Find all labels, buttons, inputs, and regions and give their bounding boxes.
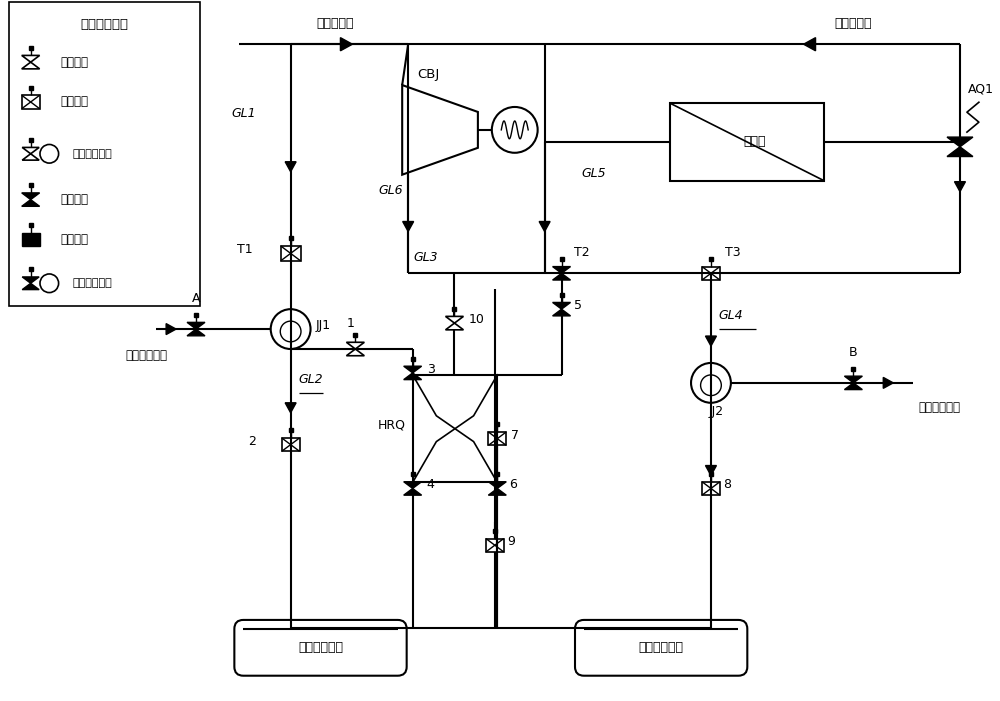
Polygon shape bbox=[804, 38, 816, 50]
Text: GL1: GL1 bbox=[231, 107, 256, 120]
Polygon shape bbox=[883, 377, 893, 388]
Text: GL2: GL2 bbox=[299, 373, 323, 386]
Text: T2: T2 bbox=[574, 246, 589, 259]
Text: GL4: GL4 bbox=[719, 309, 744, 322]
Text: 6: 6 bbox=[509, 479, 517, 491]
Polygon shape bbox=[404, 482, 422, 489]
Text: 截止阀开: 截止阀开 bbox=[61, 55, 89, 69]
Polygon shape bbox=[22, 233, 40, 246]
Polygon shape bbox=[22, 193, 40, 200]
Polygon shape bbox=[705, 465, 716, 475]
Text: B: B bbox=[849, 346, 858, 359]
Polygon shape bbox=[947, 137, 973, 147]
Polygon shape bbox=[166, 324, 176, 334]
Polygon shape bbox=[403, 222, 414, 231]
Text: 10: 10 bbox=[468, 313, 484, 326]
Polygon shape bbox=[22, 277, 39, 283]
Text: CBJ: CBJ bbox=[417, 68, 439, 81]
Text: 高压供热联箱: 高压供热联箱 bbox=[298, 641, 343, 654]
Polygon shape bbox=[22, 200, 40, 206]
Polygon shape bbox=[488, 489, 506, 495]
Bar bbox=[413, 375, 497, 482]
Polygon shape bbox=[844, 383, 862, 390]
Text: 4: 4 bbox=[427, 479, 434, 491]
Text: AQ1: AQ1 bbox=[968, 82, 994, 95]
Polygon shape bbox=[340, 38, 352, 50]
Text: GL6: GL6 bbox=[379, 184, 403, 196]
Text: 调节阀开: 调节阀开 bbox=[61, 95, 89, 109]
Bar bbox=[9, 2, 200, 306]
Polygon shape bbox=[404, 373, 422, 380]
Text: 减温减压器关: 减温减压器关 bbox=[72, 278, 112, 288]
Polygon shape bbox=[954, 182, 965, 191]
Text: 调节阀关: 调节阀关 bbox=[61, 233, 89, 246]
Text: 8: 8 bbox=[723, 479, 731, 491]
Polygon shape bbox=[844, 376, 862, 383]
Text: JJ2: JJ2 bbox=[708, 404, 724, 418]
Polygon shape bbox=[285, 162, 296, 172]
Text: A: A bbox=[192, 292, 200, 305]
Polygon shape bbox=[539, 222, 550, 231]
Text: 9: 9 bbox=[507, 536, 515, 548]
Text: 3: 3 bbox=[427, 363, 434, 376]
Text: 2: 2 bbox=[248, 435, 256, 448]
Text: 再热减温水来: 再热减温水来 bbox=[125, 349, 167, 362]
Text: 7: 7 bbox=[511, 428, 519, 442]
Text: 5: 5 bbox=[574, 299, 582, 312]
Bar bbox=[670, 103, 824, 181]
Text: 阀门状态说明: 阀门状态说明 bbox=[80, 18, 128, 31]
Polygon shape bbox=[22, 283, 39, 290]
Text: 1: 1 bbox=[346, 317, 354, 330]
Polygon shape bbox=[285, 403, 296, 413]
Text: 再热减温水来: 再热减温水来 bbox=[918, 401, 960, 414]
Polygon shape bbox=[488, 482, 506, 489]
Text: GL3: GL3 bbox=[413, 252, 438, 264]
Polygon shape bbox=[404, 366, 422, 373]
Text: 中压缸: 中压缸 bbox=[744, 135, 766, 149]
Text: 主汽蒸汽来: 主汽蒸汽来 bbox=[317, 18, 354, 30]
Polygon shape bbox=[705, 336, 716, 346]
Polygon shape bbox=[553, 309, 571, 316]
Text: 截止阀关: 截止阀关 bbox=[61, 193, 89, 206]
Polygon shape bbox=[947, 147, 973, 156]
Text: 减温减压器开: 减温减压器开 bbox=[72, 149, 112, 159]
Text: HRQ: HRQ bbox=[378, 418, 406, 432]
Text: T1: T1 bbox=[237, 243, 253, 257]
Polygon shape bbox=[553, 266, 571, 273]
Polygon shape bbox=[553, 302, 571, 309]
Text: JJ1: JJ1 bbox=[316, 319, 331, 332]
Polygon shape bbox=[404, 489, 422, 495]
Text: 热再蒸汽来: 热再蒸汽来 bbox=[835, 18, 872, 30]
Text: T3: T3 bbox=[725, 246, 741, 259]
Polygon shape bbox=[187, 329, 205, 336]
Polygon shape bbox=[553, 273, 571, 280]
Polygon shape bbox=[187, 322, 205, 329]
Text: GL5: GL5 bbox=[581, 167, 606, 179]
Text: 中压供热联箱: 中压供热联箱 bbox=[639, 641, 684, 654]
